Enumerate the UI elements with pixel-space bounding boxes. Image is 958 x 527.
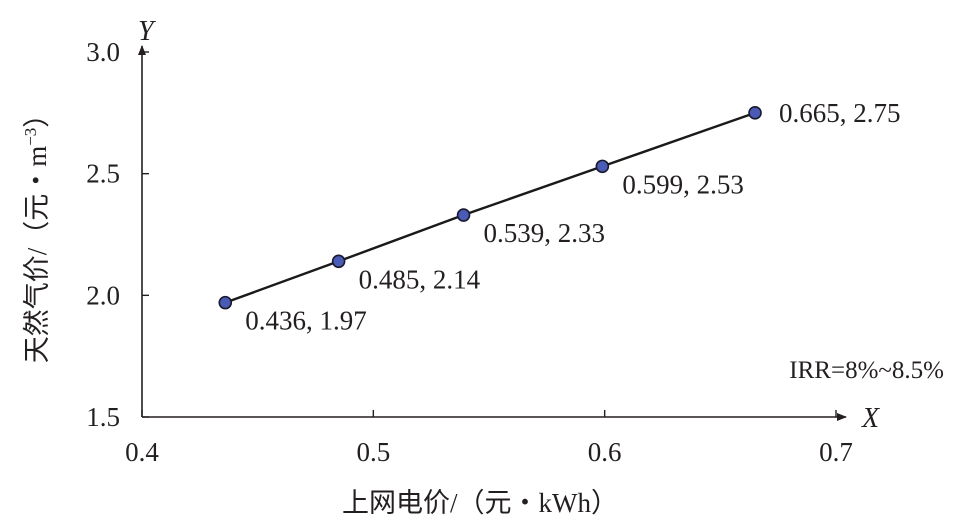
y-tick-label: 1.5 <box>86 402 120 432</box>
data-point <box>595 159 610 174</box>
x-tick-label: 0.5 <box>356 437 390 467</box>
data-label: 0.436, 1.97 <box>245 306 367 336</box>
y-axis-title-sup: −3 <box>21 128 40 146</box>
y-axis-letter: Y <box>138 16 157 47</box>
y-tick-label: 3.0 <box>86 37 120 67</box>
y-axis-title-end: ） <box>22 101 52 128</box>
x-tick-label: 0.6 <box>588 437 622 467</box>
y-tick-label: 2.5 <box>86 159 120 189</box>
y-ticks: 1.5 2.0 2.5 3.0 <box>86 37 149 432</box>
x-ticks: 0.4 0.5 0.6 0.7 <box>125 410 853 467</box>
series: 0.436, 1.97 0.485, 2.140.539, 2.33 0.599, … <box>218 98 901 336</box>
x-tick-label: 0.4 <box>125 437 159 467</box>
irr-annotation: IRR=8%~8.5% <box>789 357 944 384</box>
y-axis-title: 天然气价/（元・m−3） <box>21 101 52 364</box>
data-point <box>331 254 346 269</box>
y-axis-title-main: 天然气价/（元・m <box>22 146 52 364</box>
y-tick-label: 2.0 <box>86 280 120 310</box>
x-tick-label: 0.7 <box>819 437 853 467</box>
data-point <box>748 106 762 120</box>
data-point <box>456 208 471 222</box>
x-axis-title: 上网电价/（元・kWh） <box>342 488 618 518</box>
data-label: 0.539, 2.33 <box>484 218 606 248</box>
x-axis-letter: X <box>861 403 880 434</box>
data-label: 0.665, 2.75 <box>779 98 901 128</box>
data-label: 0.599, 2.53 <box>622 169 744 199</box>
trend-line <box>224 111 756 304</box>
data-point <box>218 295 233 310</box>
data-label: 0.485, 2.14 <box>359 264 481 294</box>
